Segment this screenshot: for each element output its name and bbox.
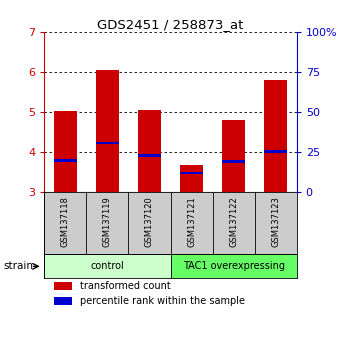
Bar <box>138 154 161 156</box>
Bar <box>96 142 119 144</box>
Bar <box>54 111 77 192</box>
Text: strain: strain <box>3 261 33 271</box>
Text: TAC1 overexpressing: TAC1 overexpressing <box>182 261 285 271</box>
Bar <box>44 255 170 278</box>
Bar <box>138 110 161 192</box>
Bar <box>96 70 119 192</box>
Title: GDS2451 / 258873_at: GDS2451 / 258873_at <box>97 18 244 31</box>
Text: GSM137122: GSM137122 <box>229 196 238 247</box>
Bar <box>180 172 203 174</box>
Bar <box>180 165 203 192</box>
Text: transformed count: transformed count <box>80 281 170 291</box>
Bar <box>222 120 245 192</box>
Bar <box>222 160 245 163</box>
Text: GSM137121: GSM137121 <box>187 196 196 247</box>
Bar <box>264 150 287 153</box>
Text: percentile rank within the sample: percentile rank within the sample <box>80 296 244 306</box>
Text: GSM137120: GSM137120 <box>145 196 154 247</box>
Text: GSM137123: GSM137123 <box>271 196 280 247</box>
Bar <box>55 282 72 290</box>
Text: control: control <box>91 261 124 271</box>
Bar <box>55 297 72 305</box>
Bar <box>264 80 287 192</box>
Bar <box>170 255 297 278</box>
Text: GSM137119: GSM137119 <box>103 196 112 247</box>
Text: GSM137118: GSM137118 <box>61 196 70 247</box>
Bar <box>54 159 77 162</box>
